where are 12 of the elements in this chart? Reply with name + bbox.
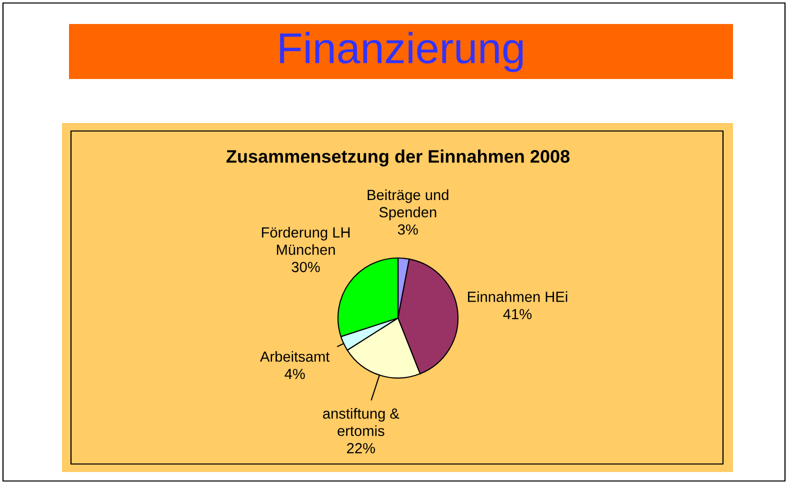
slice-label: Arbeitsamt (260, 351, 330, 362)
chart-title: Finanzierung (280, 32, 523, 72)
slice-label: Einnahmen HEi (468, 291, 568, 302)
slice-label: anstiftung & ertomis (323, 408, 400, 436)
slice-label: Förderung LH München (262, 226, 350, 255)
slice-label: Beiträge und Spenden (368, 189, 448, 220)
data-label: 4% (284, 368, 305, 380)
chart-subtitle: Zusammensetzung der Einnahmen 2008 (226, 150, 570, 166)
data-label: 3% (398, 224, 418, 235)
data-label: 41% (503, 309, 532, 320)
data-label: 22% (347, 443, 375, 454)
data-label: 30% (292, 262, 320, 272)
